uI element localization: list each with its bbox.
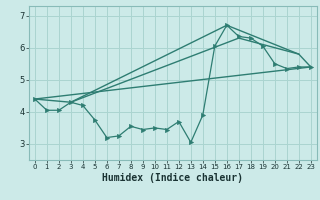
X-axis label: Humidex (Indice chaleur): Humidex (Indice chaleur): [102, 173, 243, 183]
